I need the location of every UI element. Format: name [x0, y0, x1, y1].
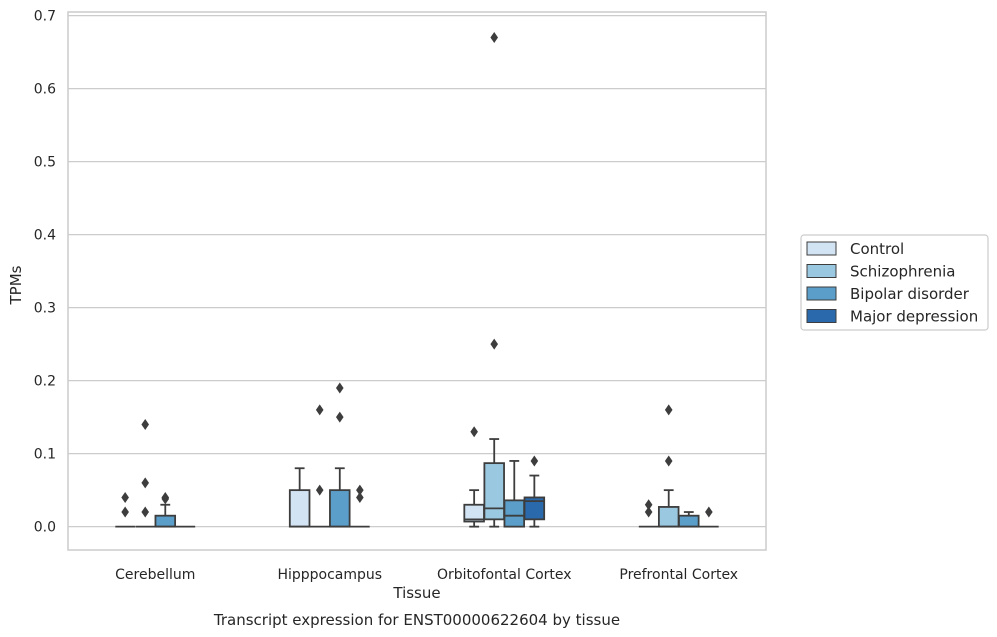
box-control: [638, 499, 659, 528]
y-tick-label: 0.6: [34, 82, 56, 98]
outlier-point: [490, 338, 499, 350]
box-schizophrenia: [135, 418, 156, 528]
outlier-point: [705, 506, 713, 518]
legend-label: Major depression: [850, 308, 978, 326]
box: [523, 496, 546, 521]
box: [154, 514, 177, 528]
y-tick-label: 0.3: [34, 301, 56, 317]
box-control: [115, 491, 135, 528]
chart-caption: Transcript expression for ENST0000062260…: [213, 611, 620, 629]
box-major-depression: [699, 506, 719, 528]
legend-label: Schizophrenia: [850, 263, 955, 281]
x-tick-label: Prefrontal Cortex: [619, 567, 738, 583]
legend-frame: [800, 234, 989, 331]
box-control: [463, 426, 485, 528]
outlier-point: [141, 506, 150, 518]
x-tick-labels: Cerebellum Hipppocampus Orbitofontal Corte…: [115, 567, 738, 583]
outlier-point: [490, 32, 499, 44]
legend-swatch: [806, 286, 837, 301]
outlier-point: [356, 491, 364, 503]
y-tick-label: 0.5: [34, 155, 56, 171]
outlier-point: [470, 426, 478, 438]
outlier-point: [644, 499, 653, 511]
box: [483, 462, 505, 521]
gridlines: [68, 15, 766, 528]
legend-label: Bipolar disorder: [850, 285, 970, 303]
y-tick-label: 0.7: [34, 9, 56, 25]
legend-label: Control: [850, 240, 904, 258]
legend-swatch: [806, 309, 837, 323]
box-schizophrenia: [309, 404, 330, 528]
box: [503, 499, 526, 528]
outlier-point: [121, 506, 129, 518]
outlier-point: [664, 455, 673, 467]
box-control: [288, 467, 311, 528]
y-tick-label: 0.1: [34, 447, 56, 463]
outlier-point: [530, 455, 539, 467]
outlier-point: [356, 484, 364, 496]
legend-swatch: [806, 264, 837, 278]
box-major-depression: [523, 455, 546, 528]
x-axis-label: Tissue: [392, 584, 440, 602]
outlier-point: [315, 484, 324, 496]
legend: Control Schizophrenia Bipolar disorder Majo…: [800, 234, 989, 331]
outlier-point: [161, 493, 170, 505]
x-tick-label: Hipppocampus: [277, 567, 382, 583]
box: [657, 506, 680, 528]
box-bipolar-disorder: [678, 511, 700, 528]
outlier-point: [141, 477, 150, 489]
x-tick-label: Cerebellum: [115, 567, 195, 583]
y-tick-label: 0.0: [34, 520, 56, 536]
y-tick-labels: 0.0 0.1 0.2 0.3 0.4 0.5 0.6 0.7: [34, 9, 56, 536]
box-bipolar-disorder: [329, 382, 351, 528]
outlier-point: [644, 506, 653, 518]
box-schizophrenia: [483, 32, 505, 528]
box-major-depression: [350, 484, 370, 528]
outlier-point: [141, 418, 150, 430]
box-schizophrenia: [657, 404, 680, 528]
box-bipolar-disorder: [154, 491, 177, 528]
box: [678, 514, 700, 528]
x-tick-label: Orbitofontal Cortex: [437, 567, 572, 583]
box-bipolar-disorder: [503, 460, 526, 528]
box: [288, 489, 311, 528]
outlier-point: [315, 404, 324, 416]
legend-swatch: [806, 241, 837, 256]
y-tick-label: 0.2: [34, 374, 56, 390]
outlier-point: [664, 404, 673, 416]
outlier-point: [335, 411, 344, 423]
box: [329, 489, 351, 528]
outlier-point: [335, 382, 344, 394]
outlier-point: [121, 491, 129, 503]
plot-frame: [67, 11, 767, 551]
y-axis-label: TPMs: [7, 265, 25, 305]
y-tick-label: 0.4: [34, 228, 56, 244]
plot-boxes: [115, 32, 719, 528]
